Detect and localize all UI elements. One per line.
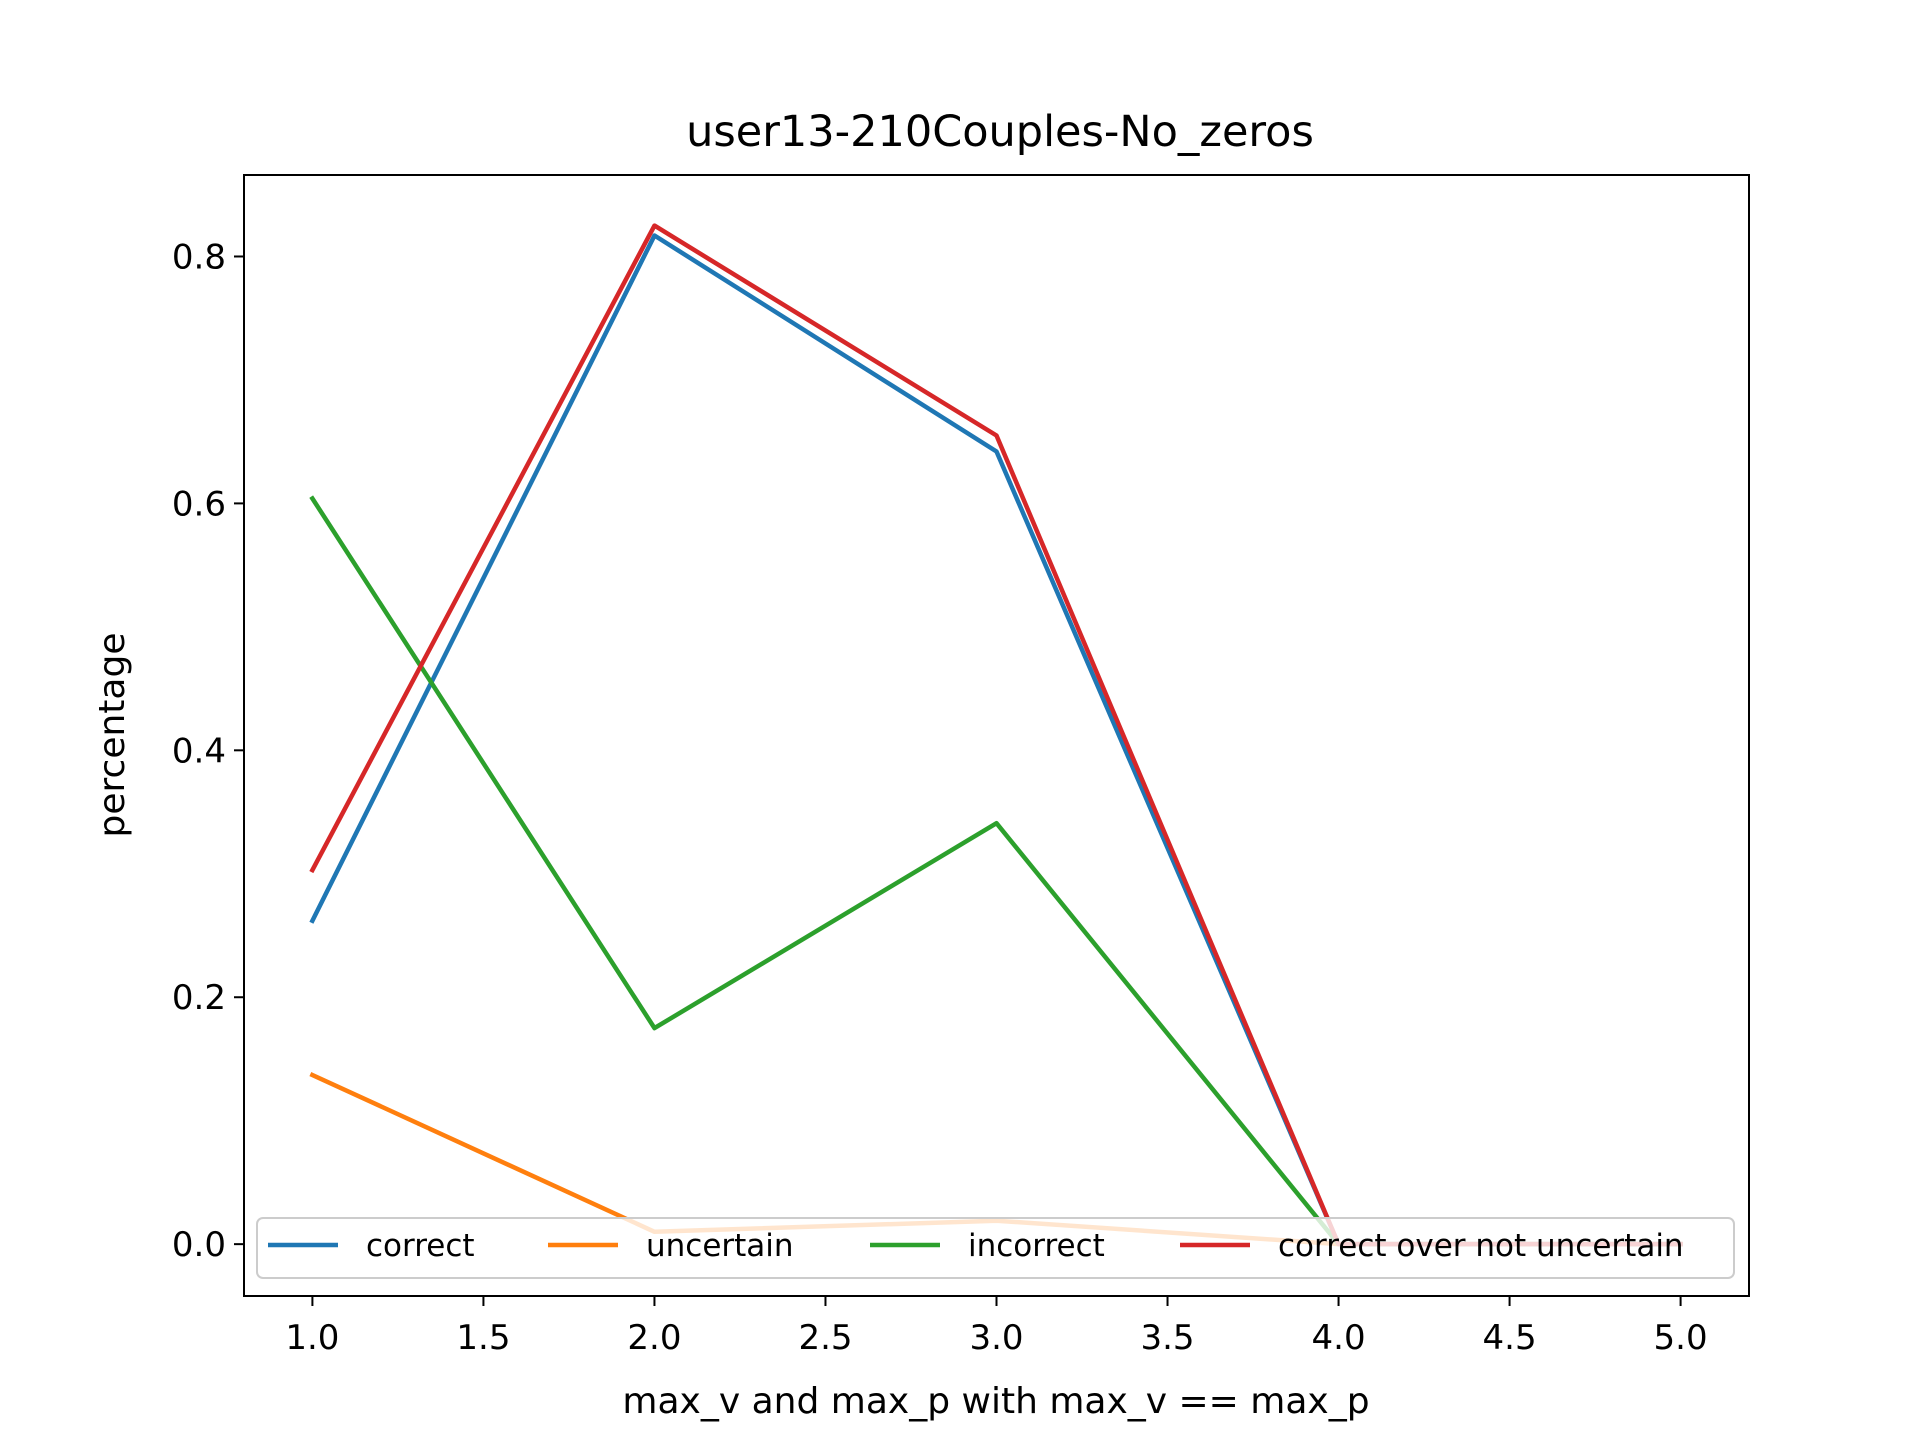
y-tick-label: 0.8 xyxy=(172,237,226,277)
legend-label-2: incorrect xyxy=(968,1228,1105,1264)
y-axis-ticks: 0.0 0.2 0.4 0.6 0.8 xyxy=(172,237,244,1265)
x-axis-label: max_v and max_p with max_v == max_p xyxy=(622,1381,1369,1422)
x-tick-label: 4.0 xyxy=(1312,1318,1366,1358)
legend-label-3: correct over not uncertain xyxy=(1278,1228,1684,1264)
x-tick-label: 2.0 xyxy=(627,1318,681,1358)
x-tick-label: 1.5 xyxy=(456,1318,510,1358)
legend-label-0: correct xyxy=(366,1228,475,1264)
x-axis-ticks: 1.0 1.5 2.0 2.5 3.0 3.5 4.0 4.5 5.0 xyxy=(285,1296,1708,1358)
y-tick-label: 0.6 xyxy=(172,484,226,524)
y-tick-label: 0.4 xyxy=(172,731,226,771)
x-tick-label: 2.5 xyxy=(798,1318,852,1358)
x-tick-label: 3.0 xyxy=(969,1318,1023,1358)
x-tick-label: 5.0 xyxy=(1654,1318,1708,1358)
x-tick-label: 1.0 xyxy=(285,1318,339,1358)
y-axis-label: percentage xyxy=(92,633,133,838)
y-tick-label: 0.2 xyxy=(172,978,226,1018)
y-tick-label: 0.0 xyxy=(172,1225,226,1265)
x-tick-label: 3.5 xyxy=(1140,1318,1194,1358)
legend: correct uncertain incorrect correct over no… xyxy=(256,1217,1735,1279)
x-tick-label: 4.5 xyxy=(1483,1318,1537,1358)
legend-frame xyxy=(256,1217,1735,1279)
legend-label-1: uncertain xyxy=(646,1228,794,1264)
chart-title: user13-210Couples-No_zeros xyxy=(686,107,1314,157)
